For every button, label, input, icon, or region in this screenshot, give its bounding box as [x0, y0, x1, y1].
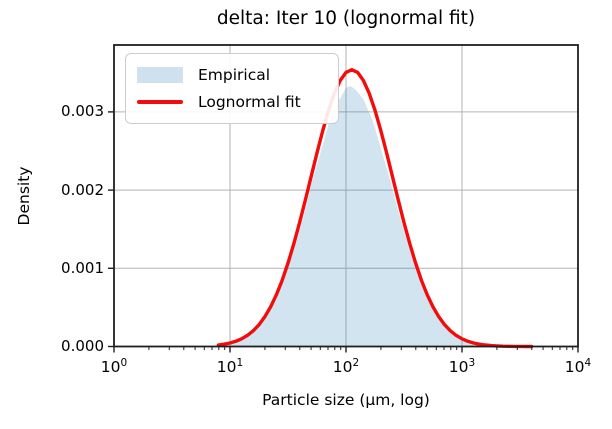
- legend-label-empirical: Empirical: [198, 65, 271, 84]
- legend-label-lognormal-fit: Lognormal fit: [198, 93, 301, 112]
- axis-ticks: [108, 111, 579, 353]
- empirical-swatch-icon: [137, 66, 183, 83]
- y-tick-label-0.002: 0.002: [61, 180, 104, 199]
- lognormal-swatch-icon: [137, 100, 183, 105]
- y-tick-label-0.003: 0.003: [61, 102, 104, 121]
- y-tick-label-0.000: 0.000: [61, 337, 104, 355]
- x-tick-label-10e3: 103: [448, 357, 476, 377]
- x-minor-ticks: [148, 346, 574, 350]
- lognormal-fit-line: [216, 67, 534, 349]
- chart-title: delta: Iter 10 (lognormal fit): [216, 8, 476, 29]
- x-tick-label-10e0: 100: [100, 357, 128, 377]
- legend-item-empirical: Empirical: [126, 66, 338, 84]
- y-axis-label: Density: [15, 166, 33, 226]
- x-axis-label: Particle size (μm, log): [262, 391, 430, 409]
- x-tick-label-10e1: 101: [216, 357, 244, 377]
- y-tick-label-0.001: 0.001: [61, 258, 104, 277]
- empirical-area: [224, 86, 486, 347]
- legend: Empirical Lognormal fit: [125, 53, 339, 124]
- x-tick-label-10e2: 102: [332, 357, 360, 377]
- x-tick-label-10e4: 104: [564, 357, 592, 377]
- legend-item-lognormal-fit: Lognormal fit: [126, 93, 338, 111]
